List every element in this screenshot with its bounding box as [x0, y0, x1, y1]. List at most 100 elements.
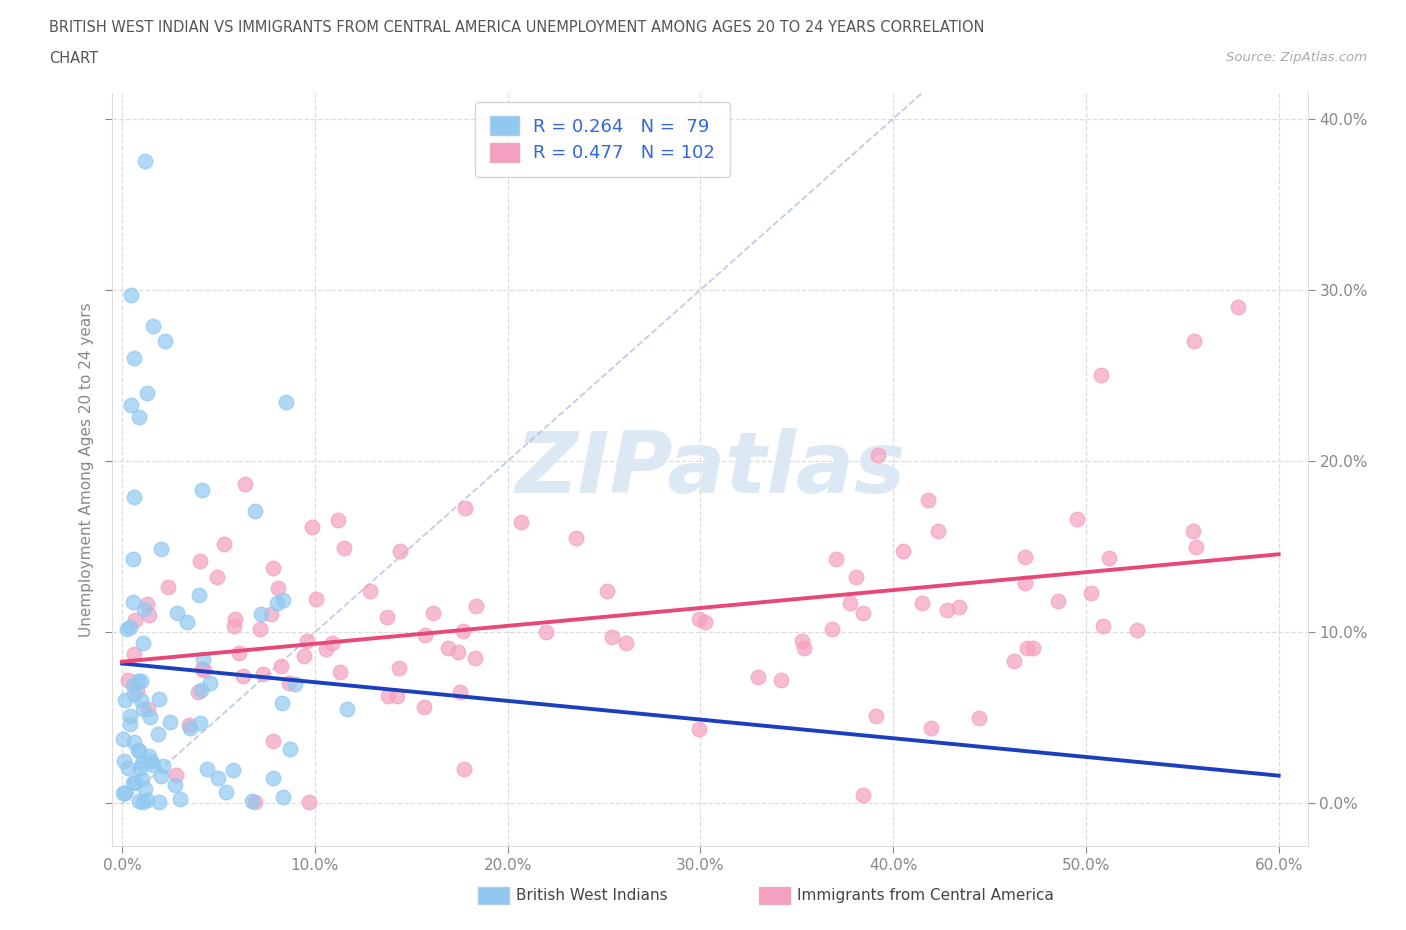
Point: [510, 514, 533, 529]
Point: [122, 686, 145, 701]
Point: [695, 615, 717, 630]
Point: [447, 644, 470, 659]
Text: British West Indians: British West Indians: [516, 888, 668, 903]
Point: [120, 398, 142, 413]
Point: [790, 633, 813, 648]
Point: [375, 610, 398, 625]
Point: [301, 520, 323, 535]
Point: [163, 777, 186, 792]
Point: [187, 684, 209, 699]
Point: [207, 771, 229, 786]
Point: [271, 696, 294, 711]
Point: [114, 785, 136, 800]
Point: [326, 512, 349, 527]
Point: [278, 741, 301, 756]
Point: [329, 664, 352, 679]
Point: [191, 483, 214, 498]
Text: CHART: CHART: [49, 51, 98, 66]
Point: [688, 722, 710, 737]
Point: [152, 759, 174, 774]
Point: [150, 542, 173, 557]
Point: [614, 635, 637, 650]
Point: [1014, 549, 1036, 564]
Point: [250, 606, 273, 621]
Point: [121, 677, 143, 692]
Point: [122, 489, 145, 504]
Point: [128, 744, 150, 759]
Point: [114, 693, 136, 708]
Point: [969, 711, 991, 725]
Point: [128, 409, 150, 424]
Point: [266, 596, 288, 611]
Point: [120, 709, 142, 724]
Point: [190, 683, 212, 698]
Point: [136, 702, 159, 717]
Point: [245, 504, 267, 519]
Point: [1126, 623, 1149, 638]
Point: [377, 688, 399, 703]
Point: [122, 594, 145, 609]
Point: [262, 734, 284, 749]
Point: [260, 606, 283, 621]
Point: [228, 645, 250, 660]
Point: [212, 537, 235, 551]
Point: [821, 622, 844, 637]
Point: [1092, 619, 1115, 634]
Point: [596, 583, 619, 598]
Point: [305, 591, 328, 606]
Y-axis label: Unemployment Among Ages 20 to 24 years: Unemployment Among Ages 20 to 24 years: [79, 302, 94, 637]
Point: [122, 351, 145, 365]
Point: [195, 762, 218, 777]
Point: [129, 674, 152, 689]
Point: [124, 775, 146, 790]
Point: [271, 790, 294, 804]
Point: [187, 588, 209, 603]
Text: Immigrants from Central America: Immigrants from Central America: [797, 888, 1054, 903]
Point: [769, 672, 792, 687]
Point: [131, 771, 153, 786]
Point: [453, 762, 475, 777]
Point: [122, 551, 145, 566]
Point: [142, 318, 165, 333]
Point: [138, 749, 160, 764]
Point: [321, 635, 343, 650]
Point: [1182, 334, 1205, 349]
Point: [124, 613, 146, 628]
Point: [127, 673, 149, 688]
Point: [118, 716, 141, 731]
Point: [193, 662, 215, 677]
Point: [451, 623, 474, 638]
Point: [852, 605, 875, 620]
Point: [271, 592, 294, 607]
Point: [747, 670, 769, 684]
Point: [112, 732, 135, 747]
Point: [838, 596, 860, 611]
Point: [176, 615, 198, 630]
Point: [333, 540, 356, 555]
Point: [1185, 539, 1208, 554]
Point: [191, 652, 214, 667]
Point: [198, 675, 221, 690]
Point: [359, 584, 381, 599]
Point: [464, 599, 486, 614]
Point: [159, 714, 181, 729]
Point: [1015, 640, 1038, 655]
Point: [166, 605, 188, 620]
Point: [948, 600, 970, 615]
Point: [132, 794, 155, 809]
Point: [387, 661, 409, 676]
Point: [120, 619, 142, 634]
Point: [131, 756, 153, 771]
Point: [298, 794, 321, 809]
Point: [1226, 299, 1249, 314]
Point: [240, 793, 263, 808]
Point: [148, 794, 170, 809]
Point: [249, 621, 271, 636]
Point: [132, 602, 155, 617]
Point: [295, 633, 318, 648]
Point: [267, 580, 290, 595]
Point: [134, 782, 156, 797]
Point: [222, 763, 245, 777]
Point: [117, 761, 139, 776]
Point: [224, 619, 246, 634]
